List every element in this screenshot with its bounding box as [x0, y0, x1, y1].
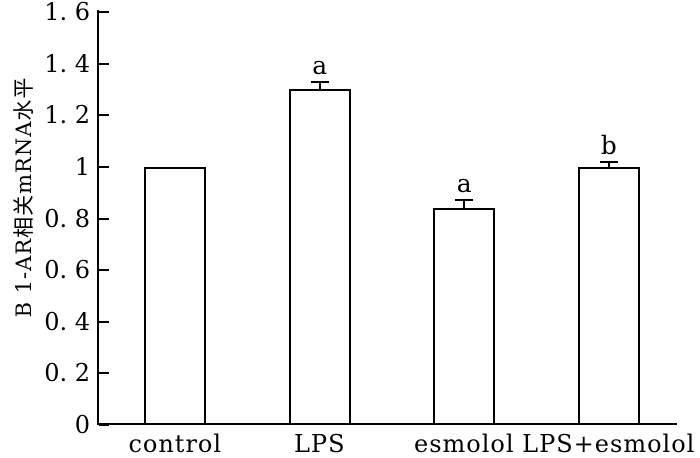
- significance-label: b: [600, 130, 617, 160]
- x-axis-line: [97, 423, 677, 425]
- y-tick-mark: [99, 320, 109, 323]
- y-tick-mark: [99, 114, 109, 117]
- y-tick-label: 0. 2: [44, 359, 90, 388]
- x-tick-label: LPS: [293, 430, 346, 458]
- x-tick-label: esmolol: [413, 430, 515, 458]
- significance-label: a: [312, 50, 328, 80]
- y-tick-mark: [99, 269, 109, 272]
- error-bar-stem: [463, 200, 466, 209]
- y-tick-label: 1. 4: [44, 49, 90, 78]
- y-tick-label: 0. 8: [44, 204, 90, 233]
- y-tick-mark: [99, 424, 109, 426]
- error-bar-cap: [599, 160, 618, 163]
- y-tick-mark: [99, 62, 109, 65]
- bar: [288, 89, 351, 425]
- error-bar-stem: [607, 161, 610, 167]
- y-tick-label: 0: [74, 411, 90, 439]
- y-tick-label: 1. 6: [44, 0, 90, 26]
- y-tick-mark: [99, 217, 109, 220]
- bar: [577, 166, 640, 425]
- y-tick-mark: [99, 372, 109, 375]
- y-axis-line: [97, 10, 99, 425]
- y-tick-mark: [99, 11, 109, 13]
- y-tick-label: 0. 4: [44, 307, 90, 336]
- significance-label: a: [456, 169, 472, 199]
- bar: [433, 208, 496, 425]
- y-tick-mark: [99, 165, 109, 168]
- x-tick-label: control: [128, 430, 223, 458]
- error-bar-cap: [310, 80, 329, 83]
- error-bar-cap: [455, 199, 474, 202]
- x-tick-label: LPS+esmolol: [522, 430, 696, 458]
- error-bar-stem: [318, 81, 321, 90]
- y-tick-label: 1. 2: [44, 101, 90, 130]
- y-tick-label: 0. 6: [44, 256, 90, 285]
- bar: [144, 166, 207, 425]
- y-tick-label: 1: [74, 152, 90, 181]
